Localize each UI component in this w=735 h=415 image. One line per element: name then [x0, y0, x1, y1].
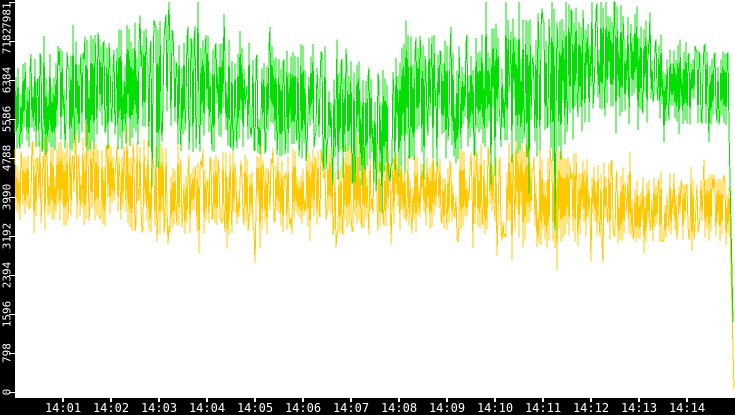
- x-axis-tick: [686, 398, 688, 402]
- y-axis-label: 798: [1, 343, 14, 363]
- x-axis-tick: [542, 398, 544, 402]
- y-axis-label: 2394: [1, 261, 14, 288]
- x-axis-label: 14:10: [477, 401, 513, 415]
- x-axis-label: 14:04: [189, 401, 225, 415]
- y-axis-tick: [9, 392, 15, 393]
- x-axis-label: 14:03: [141, 401, 177, 415]
- x-axis-label: 14:14: [669, 401, 705, 415]
- y-axis-tick: [9, 158, 15, 159]
- y-axis-label: 3192: [1, 223, 14, 250]
- x-axis-label: 14:07: [333, 401, 369, 415]
- x-axis-label: 14:05: [237, 401, 273, 415]
- y-axis-tick: [9, 119, 15, 120]
- x-axis-bar: [0, 398, 735, 415]
- series-yellow-line: [14, 121, 735, 390]
- y-axis-label: 6384: [1, 66, 14, 93]
- x-axis-tick: [638, 398, 640, 402]
- y-axis-label: 7182: [1, 28, 14, 55]
- y-axis-tick: [9, 197, 15, 198]
- y-axis-label: 3990: [1, 184, 14, 211]
- x-axis-tick: [302, 398, 304, 402]
- y-axis-label: 4788: [1, 145, 14, 172]
- x-axis-tick: [494, 398, 496, 402]
- x-axis-label: 14:08: [381, 401, 417, 415]
- x-axis-tick: [590, 398, 592, 402]
- x-axis-tick: [62, 398, 64, 402]
- y-axis-tick: [9, 2, 15, 3]
- y-axis-bar: [0, 0, 15, 398]
- y-axis-label: 5586: [1, 106, 14, 133]
- x-axis-label: 14:12: [573, 401, 609, 415]
- x-axis-tick: [110, 398, 112, 402]
- x-axis-label: 14:01: [45, 401, 81, 415]
- x-axis-tick: [206, 398, 208, 402]
- x-axis-label: 14:02: [93, 401, 129, 415]
- x-axis-label: 14:09: [429, 401, 465, 415]
- x-axis-tick: [446, 398, 448, 402]
- series-green-line: [14, 1, 734, 323]
- x-axis-label: 14:06: [285, 401, 321, 415]
- y-axis-label: 7981: [1, 2, 14, 29]
- y-axis-label: 1596: [1, 301, 14, 328]
- y-axis-tick: [9, 80, 15, 81]
- x-axis-label: 14:13: [621, 401, 657, 415]
- x-axis-tick: [254, 398, 256, 402]
- y-axis-tick: [9, 41, 15, 42]
- y-axis-tick: [9, 353, 15, 354]
- y-axis-tick: [9, 275, 15, 276]
- x-axis-label: 14:11: [525, 401, 561, 415]
- x-axis-tick: [398, 398, 400, 402]
- y-axis-tick: [9, 314, 15, 315]
- x-axis-tick: [350, 398, 352, 402]
- y-axis-label: 0: [1, 389, 14, 396]
- x-axis-tick: [158, 398, 160, 402]
- y-axis-tick: [9, 236, 15, 237]
